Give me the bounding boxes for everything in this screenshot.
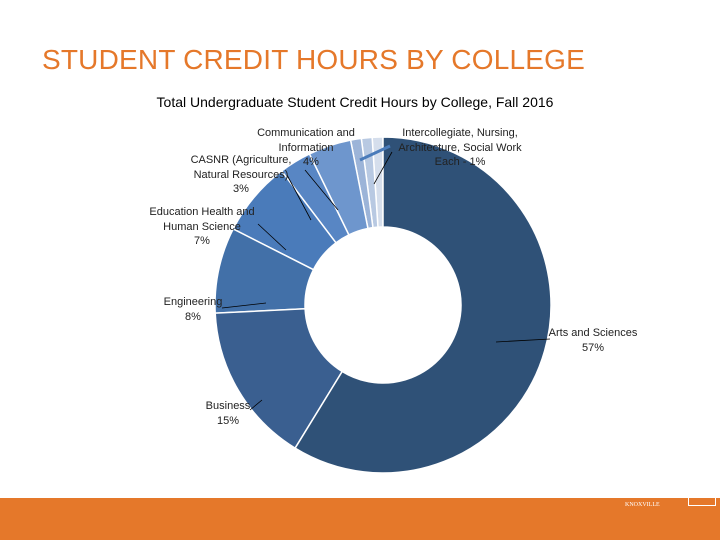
chart-title: Total Undergraduate Student Credit Hours…: [156, 94, 554, 110]
slice-label: CASNR (Agriculture, Natural Resources) 3%: [190, 154, 292, 195]
donut-slice: [214, 308, 344, 450]
donut-slice: [214, 227, 315, 314]
slice-label: Arts and Sciences 57%: [548, 327, 638, 354]
footer-note: DRAFT ONLY – NOT FOR DISTRIBUTION: [40, 483, 175, 490]
slice-label: Education Health and Human Science 7%: [149, 206, 255, 247]
donut-slice: [294, 136, 552, 474]
footer-bar: [0, 498, 720, 540]
page-number: 7: [529, 480, 535, 491]
callout-arrow: [359, 144, 391, 162]
slice-label: Communication and Information 4%: [257, 127, 355, 168]
donut-slice: [280, 152, 350, 244]
logo: THE UNIVERSITY OF TENNESSEE KNOXVILLE: [598, 479, 687, 508]
logo-mark: T: [688, 476, 716, 506]
leader-lines: [221, 151, 551, 411]
slide-title: STUDENT CREDIT HOURS BY COLLEGE: [42, 44, 585, 75]
slice-label: Engineering 8%: [163, 296, 223, 323]
slice-label: Business 15%: [205, 400, 251, 427]
donut-slice: [308, 139, 369, 236]
donut-slice: [232, 169, 337, 271]
slice-label: Intercollegiate, Nursing, Architecture, …: [398, 127, 522, 168]
